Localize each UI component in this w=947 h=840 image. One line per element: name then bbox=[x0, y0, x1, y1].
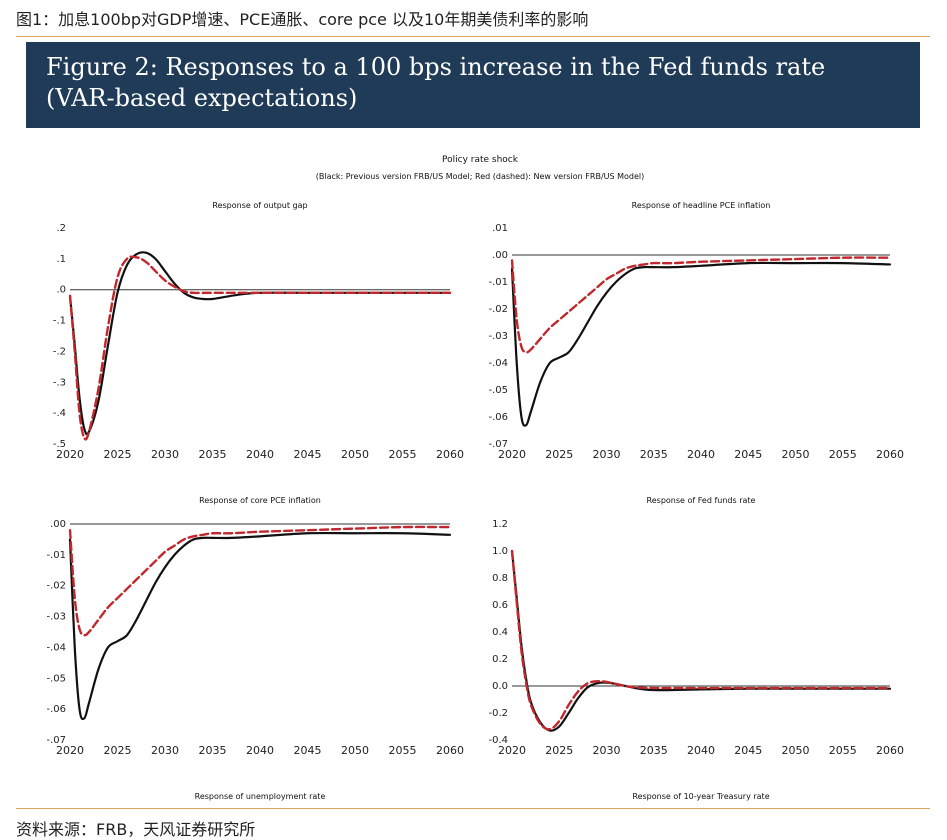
x-tick-label: 2040 bbox=[687, 448, 715, 461]
x-tick-label: 2030 bbox=[593, 448, 621, 461]
x-tick-label: 2035 bbox=[640, 448, 668, 461]
series-line-new-model bbox=[68, 255, 452, 441]
panel-title: Response of core PCE inflation bbox=[199, 496, 321, 505]
series-line-previous-model bbox=[510, 261, 892, 427]
x-tick-label: 2020 bbox=[498, 448, 526, 461]
x-tick-label: 2020 bbox=[56, 448, 84, 461]
y-tick-label: .01 bbox=[492, 223, 508, 234]
y-tick-label: -.01 bbox=[46, 550, 66, 561]
y-tick-label: 0.8 bbox=[492, 573, 508, 584]
x-tick-label: 2035 bbox=[199, 744, 227, 757]
source-note: 资料来源：FRB，天风证券研究所 bbox=[16, 820, 256, 839]
y-tick-label: 1.2 bbox=[492, 519, 508, 530]
figure-caption: 图1：加息100bp对GDP增速、PCE通胀、core pce 以及10年期美债… bbox=[16, 10, 589, 29]
y-tick-label: -.01 bbox=[488, 277, 508, 288]
y-tick-label: -.4 bbox=[53, 408, 66, 419]
y-tick-label: -.1 bbox=[53, 316, 66, 327]
y-tick-label: 0.4 bbox=[492, 627, 508, 638]
y-tick-label: .00 bbox=[492, 250, 508, 261]
y-tick-label: -.05 bbox=[488, 385, 508, 396]
panel-bottom-label: Response of unemployment rate bbox=[195, 792, 326, 801]
y-tick-label: 1.0 bbox=[492, 546, 508, 557]
x-tick-label: 2050 bbox=[341, 744, 369, 757]
panel-title: Response of headline PCE inflation bbox=[632, 201, 771, 210]
x-tick-label: 2025 bbox=[104, 744, 132, 757]
series-line-new-model bbox=[510, 549, 892, 731]
x-tick-label: 2025 bbox=[545, 744, 573, 757]
series-line-previous-model bbox=[68, 531, 452, 721]
y-tick-label: -.3 bbox=[53, 377, 66, 388]
x-tick-label: 2060 bbox=[876, 448, 904, 461]
x-tick-label: 2050 bbox=[782, 744, 810, 757]
x-tick-label: 2045 bbox=[734, 448, 762, 461]
y-tick-label: -.02 bbox=[46, 581, 66, 592]
y-tick-label: -.07 bbox=[46, 735, 66, 746]
y-tick-label: -0.2 bbox=[488, 708, 508, 719]
x-tick-label: 2030 bbox=[593, 744, 621, 757]
x-tick-label: 2030 bbox=[151, 448, 179, 461]
y-tick-label: -0.4 bbox=[488, 735, 508, 746]
figure-panel-grid: Policy rate shock (Black: Previous versi… bbox=[46, 155, 904, 801]
x-tick-label: 2045 bbox=[294, 744, 322, 757]
series-line-new-model bbox=[510, 256, 892, 354]
y-tick-label: -.07 bbox=[488, 439, 508, 450]
x-tick-label: 2055 bbox=[389, 744, 417, 757]
y-tick-label: .2 bbox=[56, 223, 66, 234]
caption-rule bbox=[16, 36, 930, 37]
y-tick-label: -.04 bbox=[46, 642, 66, 653]
x-tick-label: 2060 bbox=[436, 448, 464, 461]
y-tick-label: .1 bbox=[56, 254, 66, 265]
y-tick-label: -.02 bbox=[488, 304, 508, 315]
x-tick-label: 2025 bbox=[545, 448, 573, 461]
x-tick-label: 2055 bbox=[389, 448, 417, 461]
x-tick-label: 2030 bbox=[151, 744, 179, 757]
x-tick-label: 2025 bbox=[104, 448, 132, 461]
chart-panel-3: Response of core PCE inflation Response o… bbox=[46, 496, 464, 801]
y-tick-label: -.04 bbox=[488, 358, 508, 369]
x-tick-label: 2040 bbox=[246, 448, 274, 461]
series-line-previous-model bbox=[68, 251, 452, 436]
x-tick-label: 2045 bbox=[734, 744, 762, 757]
y-tick-label: .0 bbox=[56, 285, 66, 296]
y-tick-label: -.06 bbox=[46, 704, 66, 715]
x-tick-label: 2035 bbox=[640, 744, 668, 757]
y-tick-label: 0.0 bbox=[492, 681, 508, 692]
chart-panel-2: Response of headline PCE inflation .01 .00… bbox=[488, 201, 904, 461]
figure-banner: Figure 2: Responses to a 100 bps increas… bbox=[26, 42, 920, 128]
x-tick-label: 2050 bbox=[341, 448, 369, 461]
x-tick-label: 2020 bbox=[498, 744, 526, 757]
banner-title: Figure 2: Responses to a 100 bps increas… bbox=[46, 53, 826, 112]
x-tick-label: 2055 bbox=[829, 448, 857, 461]
figure-subtitle: (Black: Previous version FRB/US Model; R… bbox=[316, 172, 645, 181]
y-tick-label: -.03 bbox=[488, 331, 508, 342]
source-rule bbox=[16, 808, 930, 809]
x-tick-label: 2040 bbox=[246, 744, 274, 757]
x-tick-label: 2020 bbox=[56, 744, 84, 757]
y-tick-label: -.06 bbox=[488, 412, 508, 423]
x-tick-label: 2035 bbox=[199, 448, 227, 461]
x-tick-label: 2045 bbox=[294, 448, 322, 461]
chart-panel-1: Response of output gap .2 .1 .0 -.1 -.2 -.3 -.4… bbox=[53, 201, 464, 461]
y-tick-label: -.03 bbox=[46, 612, 66, 623]
y-tick-label: 0.6 bbox=[492, 600, 508, 611]
x-tick-label: 2060 bbox=[876, 744, 904, 757]
x-tick-label: 2050 bbox=[782, 448, 810, 461]
y-tick-label: -.2 bbox=[53, 346, 66, 357]
series-line-new-model bbox=[68, 525, 452, 637]
y-tick-label: -.05 bbox=[46, 673, 66, 684]
chart-panel-4: Response of Fed funds rate Response of 10… bbox=[488, 496, 904, 801]
y-tick-label: .00 bbox=[50, 519, 66, 530]
x-tick-label: 2055 bbox=[829, 744, 857, 757]
y-tick-label: 0.2 bbox=[492, 654, 508, 665]
figure-title: Policy rate shock bbox=[442, 155, 519, 165]
panel-bottom-label: Response of 10-year Treasury rate bbox=[632, 792, 769, 801]
x-tick-label: 2060 bbox=[436, 744, 464, 757]
y-tick-label: -.5 bbox=[53, 439, 66, 450]
x-tick-label: 2040 bbox=[687, 744, 715, 757]
panel-title: Response of output gap bbox=[212, 201, 307, 210]
panel-title: Response of Fed funds rate bbox=[647, 496, 756, 505]
